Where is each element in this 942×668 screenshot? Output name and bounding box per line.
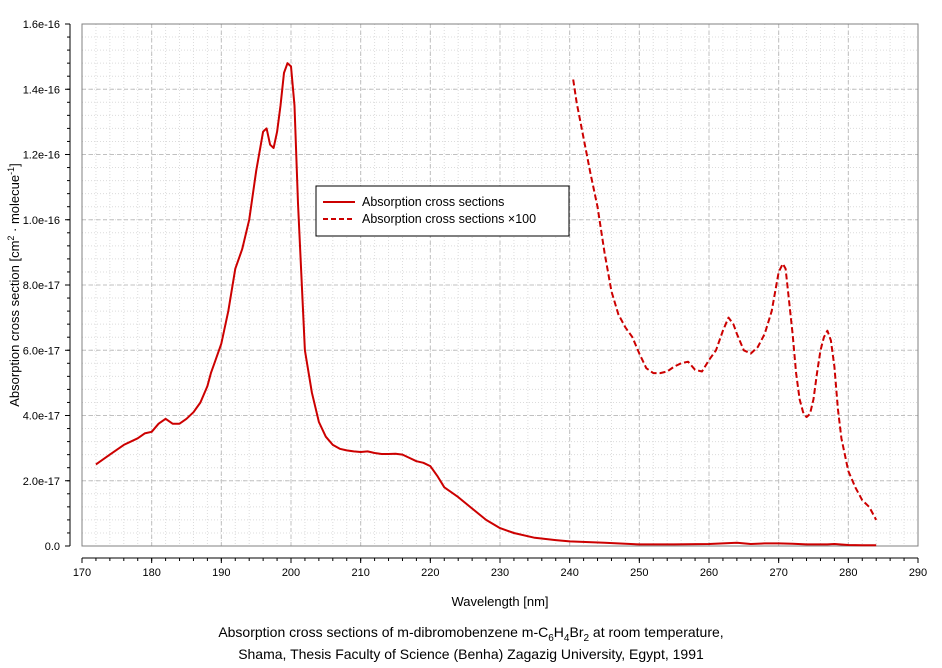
x-tick-label: 280 bbox=[839, 567, 857, 579]
y-axis-title-sup1: 2 bbox=[6, 236, 16, 241]
y-axis-title-main: Absorption cross section [cm bbox=[7, 241, 22, 407]
caption-sub-2: 2 bbox=[583, 632, 590, 644]
y-tick-label: 2.0e-17 bbox=[23, 476, 60, 488]
x-tick-label: 180 bbox=[142, 567, 160, 579]
y-axis-title-end: ] bbox=[7, 163, 22, 167]
caption-text-end: at room temperature, bbox=[589, 624, 724, 640]
plot-frame bbox=[81, 23, 919, 547]
y-tick-label: 4.0e-17 bbox=[23, 411, 60, 423]
caption-line-2: Shama, Thesis Faculty of Science (Benha)… bbox=[238, 646, 704, 662]
y-tick-label: 1.4e-16 bbox=[23, 84, 60, 96]
y-tick-label: 1.0e-16 bbox=[23, 215, 60, 227]
x-tick-label: 210 bbox=[351, 567, 369, 579]
x-axis-title: Wavelength [nm] bbox=[451, 594, 548, 609]
x-tick-label: 240 bbox=[560, 567, 578, 579]
caption-sub-4: 4 bbox=[563, 632, 570, 644]
grid bbox=[81, 23, 919, 547]
x-tick-label: 250 bbox=[630, 567, 648, 579]
caption-sub-6: 6 bbox=[548, 632, 554, 644]
caption-text-br: Br bbox=[569, 624, 584, 640]
legend-label-series-2: Absorption cross sections ×100 bbox=[362, 212, 536, 226]
legend: Absorption cross sections Absorption cro… bbox=[315, 185, 570, 237]
legend-box bbox=[315, 185, 570, 237]
y-tick-label: 1.2e-16 bbox=[23, 150, 60, 162]
caption-text-h: H bbox=[553, 624, 564, 640]
y-tick-label: 8.0e-17 bbox=[23, 280, 60, 292]
caption-line-1: Absorption cross sections of m-dibromobe… bbox=[0, 624, 942, 644]
x-tick-label: 190 bbox=[212, 567, 230, 579]
caption-text-a: Absorption cross sections of m-dibromobe… bbox=[218, 624, 549, 640]
x-tick-label: 220 bbox=[421, 567, 439, 579]
y-axis-title-mid: · molecue bbox=[7, 175, 22, 236]
x-tick-label: 270 bbox=[769, 567, 787, 579]
y-axis-title: Absorption cross section [cm2 · molecue-… bbox=[6, 163, 22, 407]
legend-label-series-1: Absorption cross sections bbox=[362, 195, 504, 209]
x-tick-label: 290 bbox=[909, 567, 927, 579]
y-axis-title-sup2: -1 bbox=[6, 167, 16, 175]
x-tick-label: 170 bbox=[73, 567, 91, 579]
axes: 170 180 190 200 210 220 230 240 250 260 270 280 290 0… bbox=[23, 19, 927, 579]
x-tick-label: 260 bbox=[700, 567, 718, 579]
series-line-2 bbox=[572, 79, 878, 521]
y-tick-label: 1.6e-16 bbox=[23, 19, 60, 31]
x-tick-label: 230 bbox=[491, 567, 509, 579]
y-tick-label: 6.0e-17 bbox=[23, 345, 60, 357]
x-tick-label: 200 bbox=[282, 567, 300, 579]
y-tick-label: 0.0 bbox=[45, 541, 60, 553]
series-line-1 bbox=[95, 62, 877, 547]
series-lines bbox=[95, 62, 878, 547]
